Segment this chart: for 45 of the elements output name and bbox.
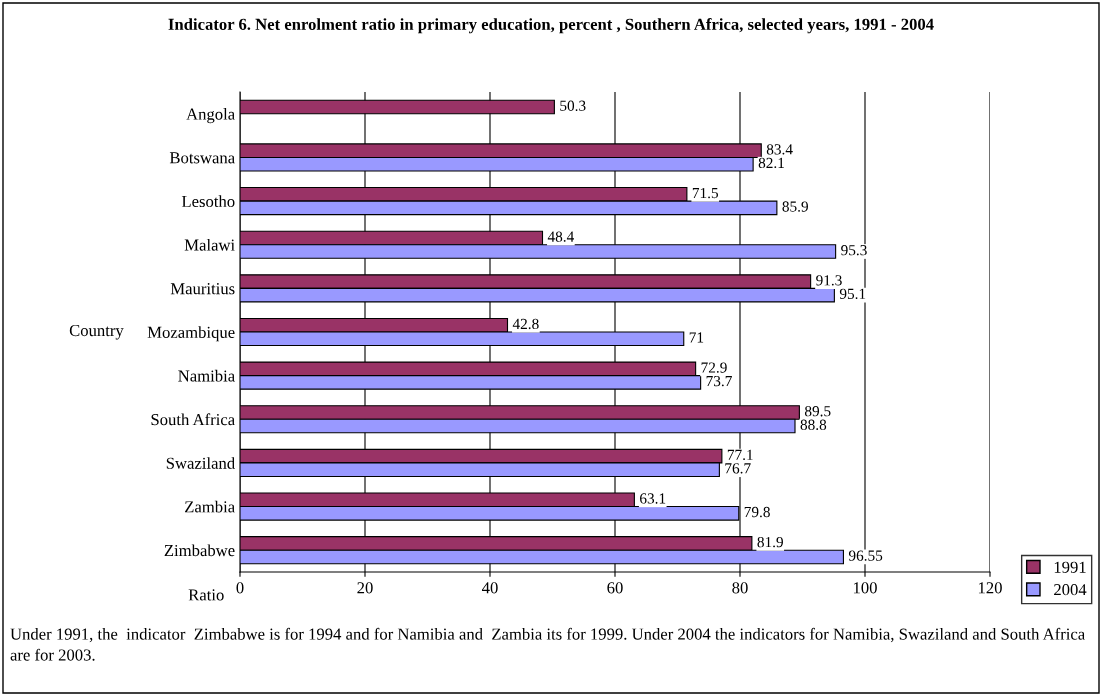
- data-label: 91.3: [816, 275, 842, 286]
- y-tick-label: Botswana: [169, 152, 235, 164]
- data-label: 76.7: [725, 463, 751, 474]
- y-tick-label: Zimbabwe: [164, 544, 235, 557]
- data-label: 89.5: [804, 406, 831, 417]
- y-tick-label: Mozambique: [147, 326, 235, 342]
- data-label: 95.1: [839, 288, 866, 300]
- data-label: 71.5: [692, 187, 719, 199]
- data-label: 63.1: [640, 493, 666, 504]
- legend-label: 1991: [1054, 561, 1086, 573]
- y-tick-label: Swaziland: [166, 457, 235, 469]
- legend-label: 2004: [1054, 584, 1087, 596]
- y-tick-label: Malawi: [184, 238, 235, 251]
- data-label: 48.4: [547, 231, 574, 242]
- data-label: 85.9: [782, 201, 808, 212]
- y-tick-label: South Africa: [151, 413, 235, 426]
- y-axis-title: Country: [69, 324, 124, 340]
- x-axis-title: Ratio: [188, 589, 224, 601]
- data-label: 71: [689, 332, 704, 343]
- text: Under 1991, the indicator Zimbabwe is for 1994 and for Namibia and Zambia its for 1999. Under 2004 the indicators for Namibia, Swaziland and South Africa are for 2003.: [10, 627, 1085, 661]
- data-label: 82.1: [758, 157, 784, 169]
- data-label: 73.7: [706, 375, 732, 387]
- x-tick-label: 100: [853, 582, 877, 594]
- x-tick-label: 20: [357, 582, 373, 594]
- y-tick-label: Lesotho: [181, 195, 235, 208]
- y-tick-label: Zambia: [185, 500, 235, 513]
- data-label: 81.9: [757, 536, 783, 548]
- y-tick-label: Namibia: [178, 369, 235, 382]
- data-label: 88.8: [800, 419, 827, 430]
- x-tick-label: 80: [732, 582, 748, 594]
- x-tick-label: 40: [481, 582, 498, 594]
- data-label: 79.8: [744, 506, 770, 518]
- x-tick-label: 0: [236, 582, 244, 594]
- y-tick-label: Mauritius: [170, 283, 235, 295]
- data-label: 72.9: [701, 362, 727, 373]
- data-label: 83.4: [766, 144, 793, 155]
- x-tick-label: 120: [978, 582, 1002, 594]
- data-label: 96.55: [848, 550, 883, 561]
- x-tick-label: 60: [607, 582, 623, 594]
- chart-title: Indicator 6. Net enrolment ratio in primary education, percent , Southern Africa, selected years, 1991 - 2004: [168, 18, 934, 34]
- data-label: 42.8: [512, 318, 539, 330]
- data-label: 95.3: [841, 245, 867, 256]
- data-label: 77.1: [727, 449, 753, 461]
- y-tick-label: Angola: [186, 108, 235, 124]
- data-label: 50.3: [560, 100, 586, 111]
